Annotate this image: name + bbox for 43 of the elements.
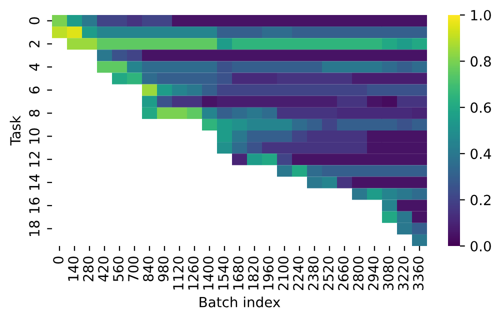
- y-tick-label: 4: [29, 63, 40, 71]
- x-tick-label: 1260: [188, 256, 199, 290]
- color-bar-label: 0.4: [470, 148, 492, 160]
- x-tick-label: 140: [68, 256, 79, 281]
- x-tick-label: 2380: [308, 256, 319, 290]
- color-bar-label: 0.2: [470, 194, 490, 206]
- y-tick-label: 6: [29, 86, 40, 94]
- x-tick-label: 840: [143, 256, 154, 282]
- x-tick-label: 2100: [278, 256, 289, 290]
- x-tick-label: 700: [128, 256, 139, 282]
- color-bar-label: 0.8: [470, 56, 491, 67]
- x-tick-label: 280: [83, 256, 94, 282]
- y-tick-label: 14: [29, 174, 40, 190]
- x-tick-label: 0: [53, 256, 64, 264]
- x-tick-label: 3080: [383, 256, 394, 290]
- y-tick-label: 18: [29, 220, 40, 236]
- x-tick-label: 3360: [413, 256, 424, 290]
- x-tick-label: 1680: [233, 256, 244, 290]
- x-axis-title: Batch index: [200, 296, 280, 308]
- x-tick-label: 1540: [218, 256, 229, 290]
- y-tick-label: 16: [29, 198, 40, 213]
- x-tick-label: 3220: [398, 256, 409, 290]
- x-tick-label: 1400: [203, 256, 214, 290]
- x-tick-label: 2940: [368, 256, 379, 290]
- y-tick-label: 2: [29, 40, 40, 48]
- y-axis-title: Task: [10, 116, 21, 146]
- x-tick-label: 560: [113, 256, 124, 282]
- color-bar-label: 0.0: [470, 240, 491, 252]
- y-tick-label: 10: [29, 128, 40, 144]
- x-tick-label: 1960: [263, 256, 274, 290]
- y-tick-label: 0: [29, 17, 40, 24]
- x-tick-label: 1120: [173, 256, 184, 290]
- x-tick-label: 1820: [248, 256, 259, 290]
- x-tick-label: 2800: [353, 256, 364, 290]
- x-tick-label: 2520: [323, 256, 334, 290]
- x-tick-label: 2240: [293, 256, 304, 290]
- x-tick-label: 980: [158, 256, 169, 282]
- color-bar-label: 1.0: [471, 10, 491, 20]
- x-tick-label: 420: [98, 256, 109, 282]
- y-tick-label: 12: [29, 152, 40, 167]
- x-tick-label: 2660: [338, 256, 349, 290]
- y-tick-label: 8: [29, 110, 40, 117]
- color-bar-label: 0.6: [470, 102, 491, 113]
